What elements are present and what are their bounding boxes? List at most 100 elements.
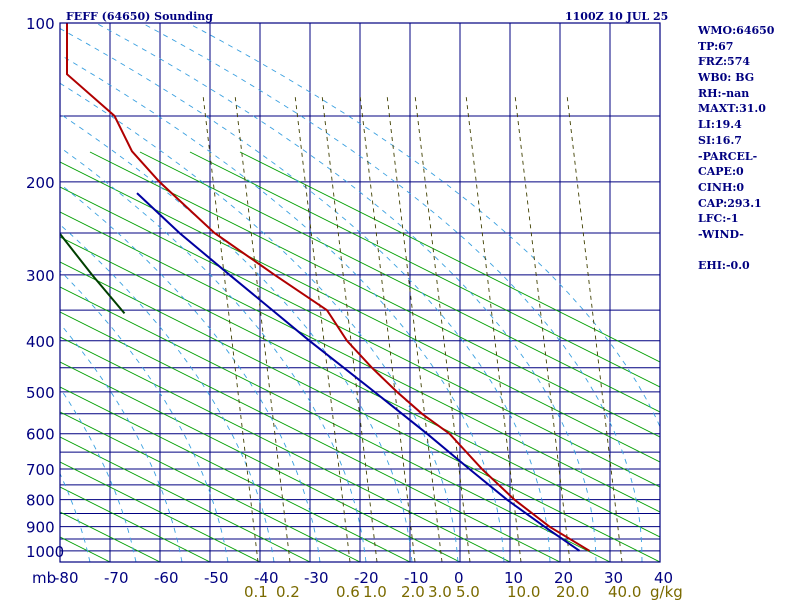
mixing-ratio-label: 0.6 (336, 583, 360, 600)
mixing-ratio-label: 20.0 (556, 583, 589, 600)
temperature-tick-label: -50 (204, 569, 229, 587)
dry-adiabat-line (60, 161, 660, 463)
moist-adiabat-line (141, 23, 643, 562)
stats-line: -WIND- (698, 227, 744, 241)
temperature-line (66, 23, 591, 552)
mixing-ratio-label: 3.0 (428, 583, 452, 600)
dry-adiabat-line (60, 361, 461, 562)
mixing-ratio-line (202, 94, 259, 562)
series-layer (60, 23, 591, 552)
dry-adiabat-line (60, 436, 311, 562)
temperature-tick-label: -80 (54, 569, 79, 587)
pressure-tick-label: 600 (26, 426, 55, 444)
mixing-ratio-line (414, 94, 471, 562)
mixing-ratio-label: 0.2 (276, 583, 300, 600)
stats-line (698, 243, 800, 259)
stats-line: TP:67 (698, 39, 734, 53)
plot-frame (59, 22, 661, 563)
dry-adiabat-line (239, 151, 660, 363)
dry-adiabat-line (60, 286, 611, 562)
mixing-ratio-label: 10.0 (507, 583, 540, 600)
pressure-tick-label: 200 (26, 174, 55, 192)
temperature-tick-label: 30 (604, 569, 623, 587)
moist-adiabat-line (187, 23, 660, 428)
mixing-ratio-line (321, 94, 378, 562)
moist-adiabat-line (60, 387, 137, 562)
moist-adiabat-line (60, 269, 229, 562)
dry-adiabat-line (60, 186, 660, 488)
moist-adiabat-line (60, 224, 275, 562)
dry-adiabat-line (60, 336, 511, 562)
temperature-tick-label: 10 (504, 569, 523, 587)
moist-adiabat-line (95, 23, 597, 562)
dry-adiabat-line (89, 151, 660, 438)
temperature-tick-label: -40 (254, 569, 279, 587)
moist-adiabat-line (60, 82, 459, 562)
temperature-tick-label: 0 (454, 569, 464, 587)
temperature-tick-label: -30 (304, 569, 329, 587)
mixing-ratio-line (566, 94, 623, 562)
pressure-tick-label: 500 (26, 384, 55, 402)
stats-line: CAP:293.1 (698, 196, 762, 210)
dry-adiabat-line (60, 386, 411, 562)
mixing-unit-label: g/kg (650, 583, 683, 600)
dry-adiabat-line (60, 261, 660, 562)
mixing-ratio-line (234, 94, 291, 562)
stats-line: WB0: BG (698, 71, 755, 85)
dry-adiabat-line (60, 311, 561, 562)
mixing-ratio-line (386, 94, 443, 562)
stats-line: SI:16.7 (698, 133, 742, 147)
pressure-tick-label: 700 (26, 461, 55, 479)
stats-line: LFC:-1 (698, 212, 739, 226)
pressure-tick-label: 400 (26, 333, 55, 351)
dry-adiabat-line (60, 211, 660, 513)
parcel-line (136, 192, 581, 552)
temperature-tick-label: -10 (404, 569, 429, 587)
stats-line: CAPE:0 (698, 165, 744, 179)
temperature-tick-label: -70 (104, 569, 129, 587)
mixing-ratio-label: 1.0 (363, 583, 387, 600)
mixing-ratio-label: 0.1 (244, 583, 268, 600)
pressure-tick-label: 1000 (26, 543, 64, 561)
dry-adiabat-line (189, 151, 660, 388)
stats-line: CINH:0 (698, 180, 745, 194)
mixing-ratio-label: 2.0 (401, 583, 425, 600)
pressure-tick-label: 100 (26, 15, 55, 33)
stats-line: LI:19.4 (698, 118, 742, 132)
mixing-ratio-line (294, 94, 351, 562)
stats-line: RH:-nan (698, 86, 750, 100)
temperature-tick-label: 40 (654, 569, 673, 587)
stats-line: FRZ:574 (698, 55, 751, 69)
temperature-tick-label: -20 (354, 569, 379, 587)
pressure-tick-label: 900 (26, 519, 55, 537)
stats-line: MAXT:31.0 (698, 102, 766, 116)
temperature-tick-label: -60 (154, 569, 179, 587)
pressure-tick-label: 300 (26, 267, 55, 285)
moist-adiabat-line (60, 54, 505, 562)
dry-adiabat-line (60, 236, 660, 538)
mixing-ratio-line (514, 94, 571, 562)
mixing-ratio-line (359, 94, 416, 562)
pressure-tick-label: 800 (26, 492, 55, 510)
mixing-ratio-label: 5.0 (456, 583, 480, 600)
stats-panel: WMO:64650 TP:67 FRZ:574 WB0: BG RH:-nan MAXT:… (698, 23, 800, 274)
dry-adiabat-line (139, 151, 660, 413)
moist-adiabat-line (60, 323, 183, 562)
stats-line: WMO:64650 (698, 24, 775, 37)
dewpoint-line (60, 232, 126, 315)
temperature-tick-label: 20 (554, 569, 573, 587)
pressure-unit-label: mb (32, 569, 56, 587)
moist-adiabat-line (60, 183, 321, 562)
dry-adiabat-line (60, 461, 261, 562)
stats-line: EHI:-0.0 (698, 259, 750, 273)
moist-adiabat-line (60, 146, 367, 562)
mixing-ratio-line (465, 94, 522, 562)
chart-time: 1100Z 10 JUL 25 (565, 10, 668, 23)
moist-adiabat-line (60, 113, 413, 562)
chart-title: FEFF (64650) Sounding (66, 10, 213, 23)
mixing-ratio-label: 40.0 (608, 583, 641, 600)
moist-adiabat-line (60, 28, 551, 562)
dry-adiabat-line (60, 486, 211, 562)
